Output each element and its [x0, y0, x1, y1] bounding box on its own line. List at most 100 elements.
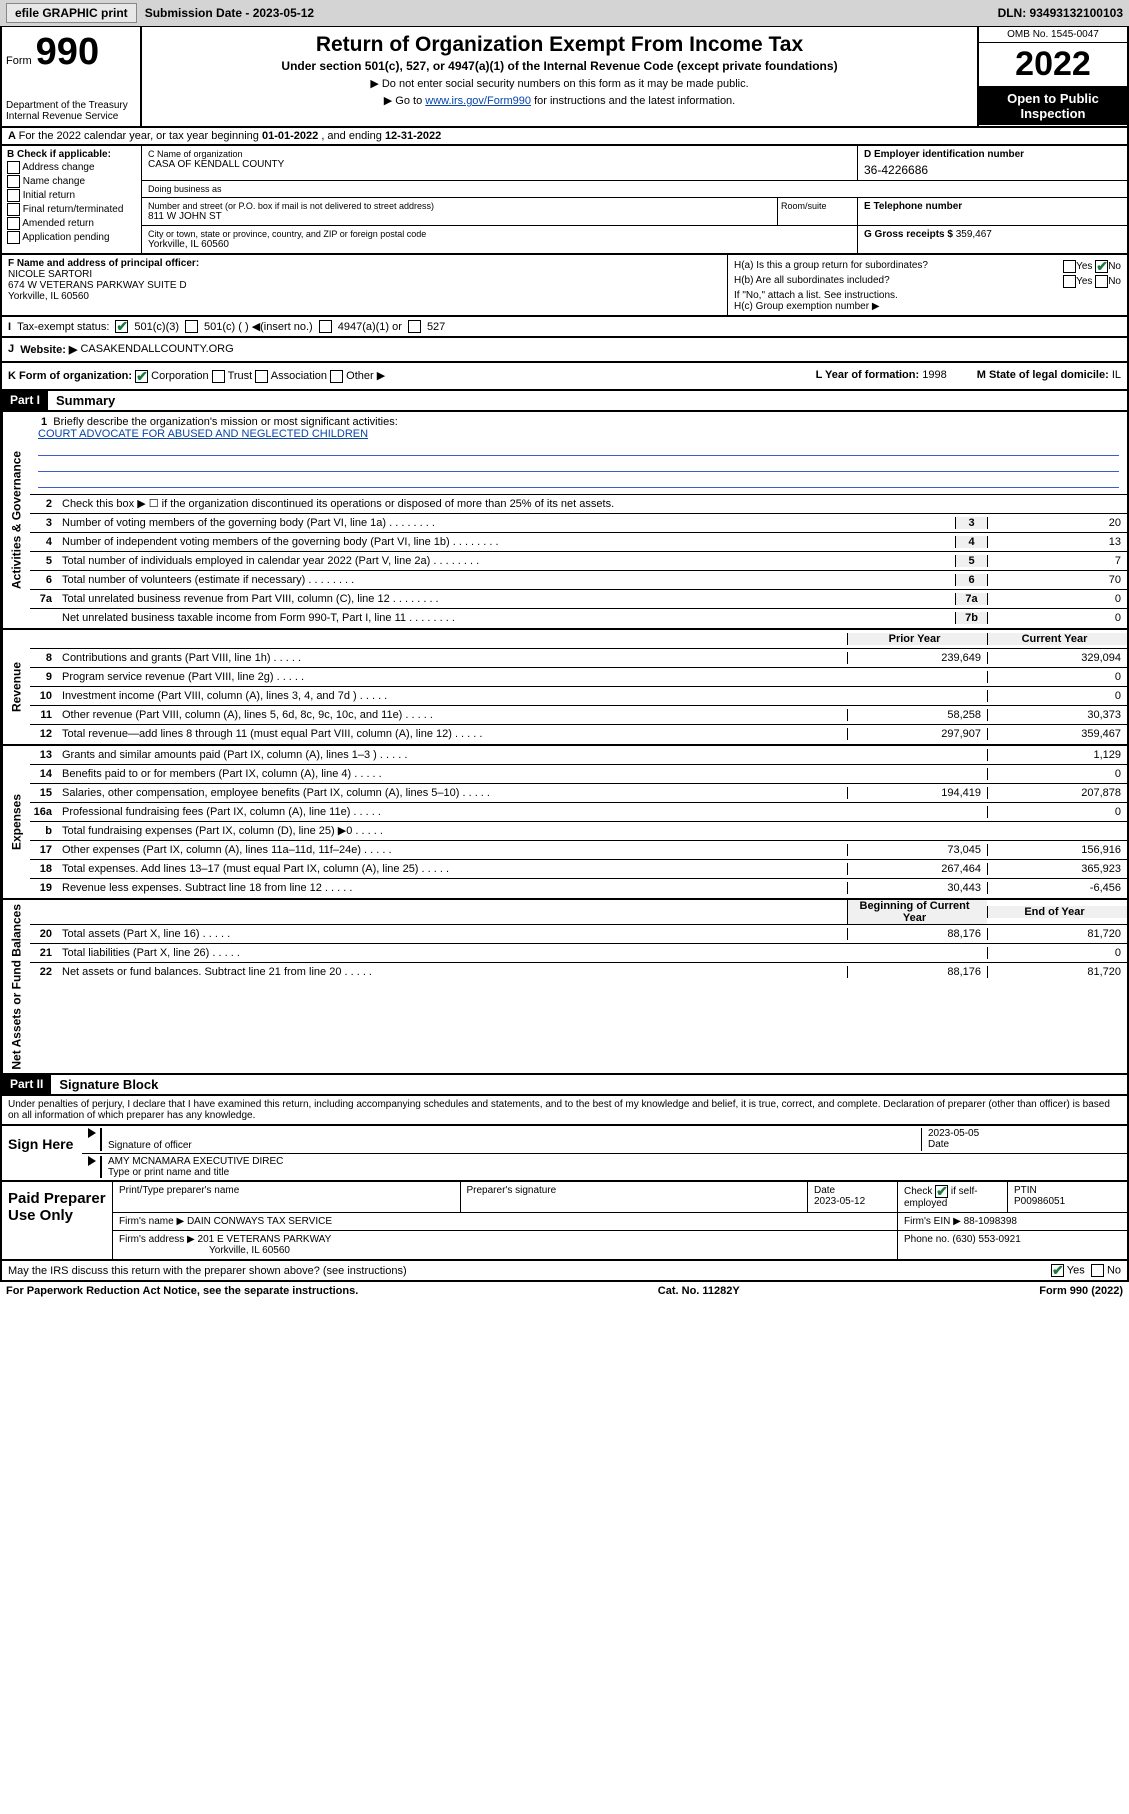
instructions-link-line: ▶ Go to www.irs.gov/Form990 for instruct…	[150, 94, 969, 107]
chk-4947[interactable]	[319, 320, 332, 333]
street-value: 811 W JOHN ST	[148, 211, 771, 222]
chk-initial-return[interactable]	[7, 189, 20, 202]
irs-link[interactable]: www.irs.gov/Form990	[425, 95, 531, 107]
line-2: 2 Check this box ▶ ☐ if the organization…	[30, 495, 1127, 514]
side-expenses: Expenses	[2, 746, 30, 898]
discuss-row: May the IRS discuss this return with the…	[0, 1261, 1129, 1282]
preparer-sig-label: Preparer's signature	[467, 1185, 802, 1196]
bottom-line: For Paperwork Reduction Act Notice, see …	[0, 1282, 1129, 1300]
form-word: Form	[6, 55, 32, 67]
sig-name-label: Type or print name and title	[108, 1167, 1121, 1178]
table-row: 14Benefits paid to or for members (Part …	[30, 765, 1127, 784]
m-label: M State of legal domicile:	[977, 369, 1109, 381]
table-row: 3Number of voting members of the governi…	[30, 514, 1127, 533]
mission-rule	[38, 442, 1119, 456]
mission-block: 1 Briefly describe the organization's mi…	[30, 412, 1127, 495]
street-label: Number and street (or P.O. box if mail i…	[148, 201, 771, 211]
cat-number: Cat. No. 11282Y	[658, 1285, 740, 1297]
table-row: 10Investment income (Part VIII, column (…	[30, 687, 1127, 706]
block-bcd: B Check if applicable: Address change Na…	[0, 146, 1129, 255]
part2-header-row: Part II Signature Block	[0, 1075, 1129, 1096]
h-b-note: If "No," attach a list. See instructions…	[734, 290, 1121, 301]
firm-addr2: Yorkville, IL 60560	[119, 1245, 891, 1256]
chk-address-change[interactable]	[7, 161, 20, 174]
chk-self-employed[interactable]	[935, 1185, 948, 1198]
table-row: 17Other expenses (Part IX, column (A), l…	[30, 841, 1127, 860]
governance-section: Activities & Governance 1 Briefly descri…	[0, 412, 1129, 630]
row-a-tax-year: A For the 2022 calendar year, or tax yea…	[0, 128, 1129, 146]
lbl-final-return: Final return/terminated	[23, 204, 124, 215]
year-block: OMB No. 1545-0047 2022 Open to Public In…	[977, 27, 1127, 126]
chk-final-return[interactable]	[7, 203, 20, 216]
block-fh: F Name and address of principal officer:…	[0, 255, 1129, 317]
table-row: 13Grants and similar amounts paid (Part …	[30, 746, 1127, 765]
col-cd: C Name of organization CASA OF KENDALL C…	[142, 146, 1127, 253]
discuss-no: No	[1107, 1265, 1121, 1277]
city-value: Yorkville, IL 60560	[148, 239, 851, 250]
part2-title: Signature Block	[51, 1075, 166, 1094]
discuss-label: May the IRS discuss this return with the…	[8, 1265, 407, 1277]
chk-other[interactable]	[330, 370, 343, 383]
chk-corporation[interactable]	[135, 370, 148, 383]
triangle-icon	[88, 1156, 96, 1166]
opt-other: Other ▶	[346, 370, 385, 382]
table-row: bTotal fundraising expenses (Part IX, co…	[30, 822, 1127, 841]
opt-501c3: 501(c)(3)	[134, 321, 179, 333]
org-name-label: C Name of organization	[148, 149, 851, 159]
chk-ha-no[interactable]	[1095, 260, 1108, 273]
officer-label: F Name and address of principal officer:	[8, 258, 721, 269]
sign-here-label: Sign Here	[2, 1126, 82, 1180]
net-assets-section: Net Assets or Fund Balances Beginning of…	[0, 900, 1129, 1076]
mission-text[interactable]: COURT ADVOCATE FOR ABUSED AND NEGLECTED …	[38, 428, 368, 440]
chk-501c3[interactable]	[115, 320, 128, 333]
year-formation: 1998	[922, 369, 946, 381]
chk-501c[interactable]	[185, 320, 198, 333]
revenue-section: Revenue Prior Year Current Year 8Contrib…	[0, 630, 1129, 746]
return-title: Return of Organization Exempt From Incom…	[150, 33, 969, 57]
chk-hb-no[interactable]	[1095, 275, 1108, 288]
preparer-date-label: Date	[814, 1185, 891, 1196]
table-row: 5Total number of individuals employed in…	[30, 552, 1127, 571]
part2-label: Part II	[2, 1075, 51, 1094]
firm-ein: 88-1098398	[964, 1216, 1017, 1227]
table-row: 4Number of independent voting members of…	[30, 533, 1127, 552]
chk-hb-yes[interactable]	[1063, 275, 1076, 288]
sig-officer-label: Signature of officer	[108, 1140, 921, 1151]
hb-yes: Yes	[1076, 276, 1092, 287]
mission-label: Briefly describe the organization's miss…	[53, 416, 397, 428]
firm-name-label: Firm's name ▶	[119, 1216, 184, 1227]
line-2-text: Check this box ▶ ☐ if the organization d…	[58, 495, 1127, 512]
chk-amended-return[interactable]	[7, 217, 20, 230]
col-b-checkboxes: B Check if applicable: Address change Na…	[2, 146, 142, 253]
part1-header-row: Part I Summary	[0, 391, 1129, 412]
ptin-value: P00986051	[1014, 1196, 1121, 1207]
mission-rule	[38, 458, 1119, 472]
lbl-initial-return: Initial return	[23, 190, 75, 201]
chk-app-pending[interactable]	[7, 231, 20, 244]
col-h-group: H(a) Is this a group return for subordin…	[727, 255, 1127, 315]
efile-print-button[interactable]: efile GRAPHIC print	[6, 3, 137, 23]
chk-name-change[interactable]	[7, 175, 20, 188]
website-label: Website: ▶	[20, 343, 77, 356]
lbl-address-change: Address change	[22, 162, 94, 173]
chk-association[interactable]	[255, 370, 268, 383]
table-row: 11Other revenue (Part VIII, column (A), …	[30, 706, 1127, 725]
top-bar: efile GRAPHIC print Submission Date - 20…	[0, 0, 1129, 27]
h-a-label: H(a) Is this a group return for subordin…	[734, 260, 928, 273]
firm-name: DAIN CONWAYS TAX SERVICE	[187, 1216, 332, 1227]
org-name: CASA OF KENDALL COUNTY	[148, 159, 851, 170]
chk-discuss-yes[interactable]	[1051, 1264, 1064, 1277]
chk-527[interactable]	[408, 320, 421, 333]
row-j-website: J Website: ▶ CASAKENDALLCOUNTY.ORG	[0, 338, 1129, 363]
table-row: 6Total number of volunteers (estimate if…	[30, 571, 1127, 590]
omb-number: OMB No. 1545-0047	[979, 27, 1127, 43]
firm-addr1: 201 E VETERANS PARKWAY	[198, 1234, 332, 1245]
chk-discuss-no[interactable]	[1091, 1264, 1104, 1277]
chk-trust[interactable]	[212, 370, 225, 383]
paid-preparer-block: Paid Preparer Use Only Print/Type prepar…	[0, 1182, 1129, 1261]
ha-no: No	[1108, 261, 1121, 272]
hdr-prior-year: Prior Year	[847, 633, 987, 645]
self-employed-label: Check	[904, 1186, 935, 1197]
chk-ha-yes[interactable]	[1063, 260, 1076, 273]
lbl-amended-return: Amended return	[22, 218, 94, 229]
